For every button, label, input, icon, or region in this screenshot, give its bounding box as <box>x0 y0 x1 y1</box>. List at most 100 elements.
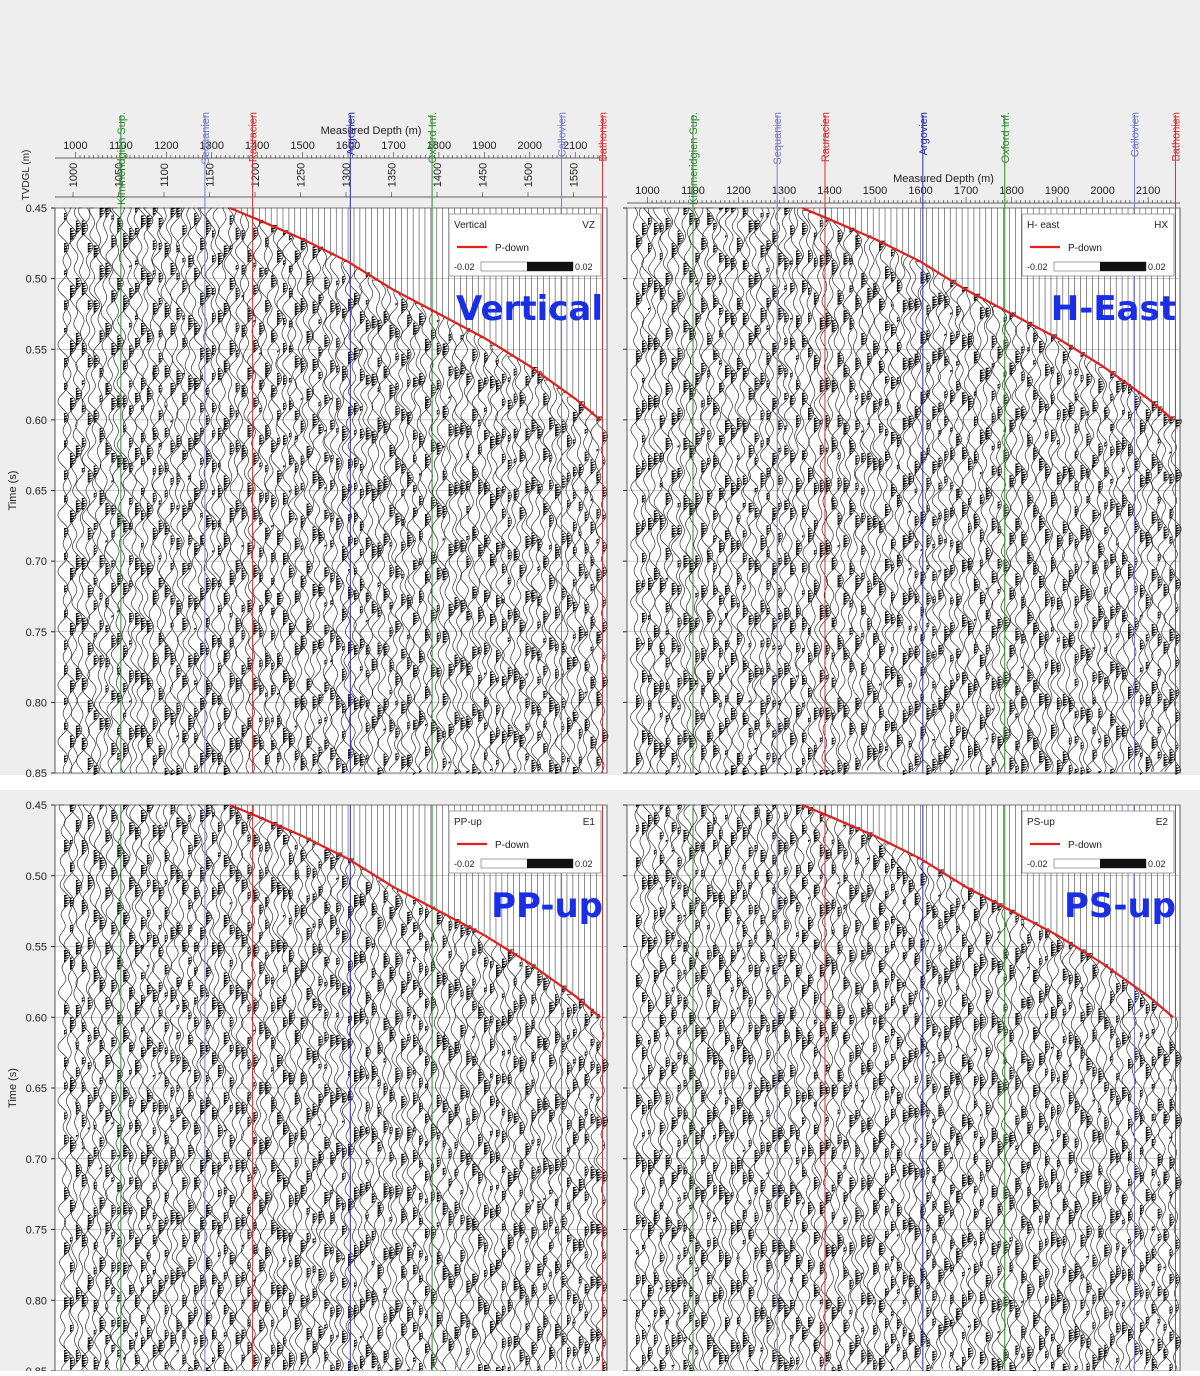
legend-scale-fill <box>1100 859 1146 868</box>
trace-wiggle <box>483 938 496 1369</box>
tvd-tick-label: 1350 <box>387 163 399 187</box>
trace-wiggle <box>712 804 726 1371</box>
trace-fill <box>330 252 337 761</box>
trace-fill <box>1098 1008 1105 1361</box>
trace-wiggle <box>483 341 497 772</box>
trace-wiggle <box>1139 994 1153 1370</box>
trace-wiggle <box>677 207 691 774</box>
trace-wiggle <box>323 252 337 774</box>
top-axes: 1000 1100 1200 1300 1400 1500 1600 1700 1800 1900… <box>21 112 609 208</box>
trace-wiggle <box>819 814 833 1370</box>
trace-wiggle <box>394 293 408 772</box>
trace-wiggle <box>170 207 183 774</box>
trace-fill <box>525 965 532 1366</box>
trace-wiggle <box>635 207 649 774</box>
trace-wiggle <box>753 804 768 1371</box>
y-tick-label: 0.50 <box>26 274 47 286</box>
trace-wiggle <box>1008 912 1022 1371</box>
horizon-label: Rauracien <box>248 112 260 162</box>
trace-wiggle <box>87 207 101 774</box>
horizon-label: Kimmeridgien Sup. <box>116 112 128 205</box>
trace-fill <box>241 230 248 738</box>
trace-fill <box>725 208 732 776</box>
tvd-tick-label: 1300 <box>341 163 353 187</box>
trace-fill <box>713 223 720 758</box>
trace-fill <box>123 233 130 758</box>
trace-wiggle <box>653 804 667 1371</box>
trace-fill <box>1157 406 1163 760</box>
trace-wiggle <box>1033 328 1046 772</box>
trace-wiggle <box>943 279 956 773</box>
md-tick-label: 1000 <box>635 185 659 197</box>
trace-fill <box>223 805 230 1373</box>
trace-wiggle <box>718 207 732 774</box>
legend-scale-max: 0.02 <box>1148 859 1166 869</box>
trace-wiggle <box>175 207 189 774</box>
trace-fill <box>665 807 672 1355</box>
trace-fill <box>365 882 372 1358</box>
trace-wiggle <box>75 804 89 1371</box>
trace-wiggle <box>1080 953 1094 1372</box>
trace-wiggle <box>181 207 195 774</box>
trace-fill <box>973 294 980 757</box>
trace-fill <box>1110 371 1117 775</box>
trace-fill <box>354 292 361 766</box>
trace-wiggle <box>777 804 791 1371</box>
trace-wiggle <box>748 804 762 1371</box>
trace-wiggle <box>925 865 939 1369</box>
md-axis-label: Measured Depth (m) <box>321 125 422 137</box>
trace-wiggle <box>81 207 94 774</box>
trace-wiggle <box>69 804 83 1371</box>
trace-wiggle <box>1145 998 1158 1370</box>
legend-code: HX <box>1154 220 1168 231</box>
trace-wiggle <box>223 207 237 774</box>
tvd-tick-label: 1500 <box>523 163 535 187</box>
trace-wiggle <box>448 321 461 773</box>
trace-fill <box>259 220 265 751</box>
trace-fill <box>158 218 165 758</box>
legend-p-down-label: P-down <box>495 840 529 851</box>
horizon-label: Bathonien <box>1170 112 1182 162</box>
trace-wiggle <box>300 837 314 1371</box>
trace-wiggle <box>973 894 987 1370</box>
trace-wiggle <box>694 804 708 1371</box>
trace-wiggle <box>730 804 744 1371</box>
y-tick-label: 0.50 <box>26 871 47 883</box>
trace-fill <box>519 392 526 748</box>
tvd-tick-label: 1050 <box>114 163 126 187</box>
trace-wiggle <box>205 207 219 773</box>
trace-wiggle <box>985 303 999 772</box>
trace-wiggle <box>536 375 550 772</box>
trace-fill <box>902 300 909 776</box>
trace-wiggle <box>87 804 101 1371</box>
legend-scale-min: -0.02 <box>454 859 475 869</box>
trace-fill <box>1151 401 1158 750</box>
trace-wiggle <box>146 207 160 774</box>
trace-fill <box>707 213 714 743</box>
trace-fill <box>879 241 886 754</box>
trace-wiggle <box>1015 916 1028 1369</box>
trace-fill <box>371 903 378 1369</box>
trace-fill <box>419 313 426 774</box>
tvd-tick-label: 1550 <box>569 163 581 187</box>
trace-fill <box>99 208 106 731</box>
md-tick-label: 1500 <box>863 185 887 197</box>
trace-fill <box>288 830 296 1368</box>
trace-fill <box>962 287 969 740</box>
trace-fill <box>501 958 507 1372</box>
panel-ps-up: PS-up E2 P-down -0.02 0.02 PS-up <box>623 803 1183 1374</box>
trace-fill <box>819 812 826 1368</box>
trace-fill <box>537 371 544 772</box>
trace-wiggle <box>466 331 479 772</box>
trace-fill <box>938 869 945 1338</box>
trace-fill <box>81 220 88 751</box>
trace-fill <box>885 266 892 752</box>
y-tick-label: 0.45 <box>26 203 47 215</box>
trace-wiggle <box>276 827 290 1371</box>
trace-fill <box>648 815 655 1360</box>
trace-fill <box>1009 312 1016 771</box>
trace-fill <box>778 253 785 761</box>
trace-fill <box>146 805 154 1340</box>
trace-wiggle <box>641 207 655 774</box>
